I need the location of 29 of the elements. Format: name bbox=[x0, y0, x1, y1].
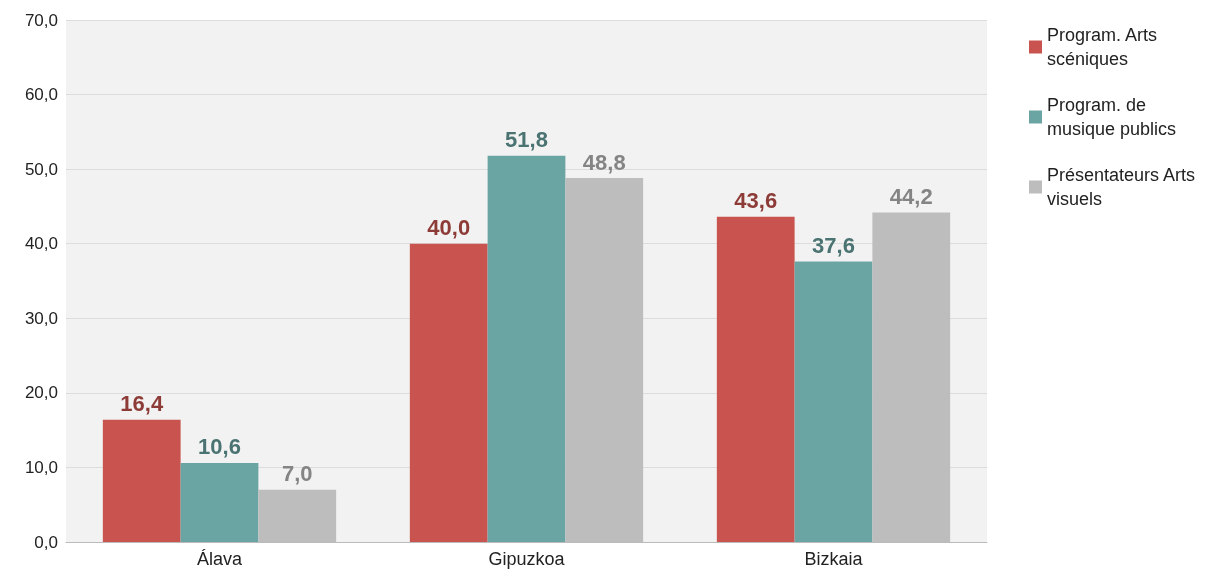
x-tick-label: Gipuzkoa bbox=[488, 549, 566, 569]
data-label: 44,2 bbox=[889, 183, 933, 209]
data-label: 40,0 bbox=[427, 215, 471, 241]
bar bbox=[180, 462, 259, 542]
y-tick-label: 60,0 bbox=[24, 85, 58, 105]
y-tick-label: 40,0 bbox=[24, 234, 58, 254]
data-label: 7,0 bbox=[281, 461, 313, 487]
data-label: 16,4 bbox=[120, 391, 164, 417]
x-tick-label: Álava bbox=[196, 549, 243, 569]
data-label: 37,6 bbox=[812, 233, 855, 259]
data-label: 51,8 bbox=[505, 127, 548, 153]
bar bbox=[716, 216, 795, 542]
legend-label: Program. Arts scéniques bbox=[1047, 25, 1163, 69]
data-label: 48,8 bbox=[582, 149, 626, 175]
bar bbox=[409, 243, 488, 542]
bar bbox=[794, 261, 873, 542]
bar bbox=[487, 155, 566, 542]
y-tick-label: 30,0 bbox=[24, 308, 58, 328]
y-tick-label: 50,0 bbox=[24, 159, 58, 179]
data-label: 43,6 bbox=[734, 188, 778, 214]
data-label: 10,6 bbox=[198, 434, 241, 460]
y-tick-label: 70,0 bbox=[24, 10, 58, 30]
y-tick-label: 0,0 bbox=[34, 532, 58, 552]
bar bbox=[102, 419, 181, 542]
x-tick-label: Bizkaia bbox=[804, 549, 864, 569]
legend-label: Présentateurs Arts visuels bbox=[1047, 165, 1201, 209]
y-tick-label: 20,0 bbox=[24, 383, 58, 403]
y-tick-label: 10,0 bbox=[24, 457, 58, 477]
legend-label: Program. de musique publics bbox=[1047, 95, 1177, 139]
